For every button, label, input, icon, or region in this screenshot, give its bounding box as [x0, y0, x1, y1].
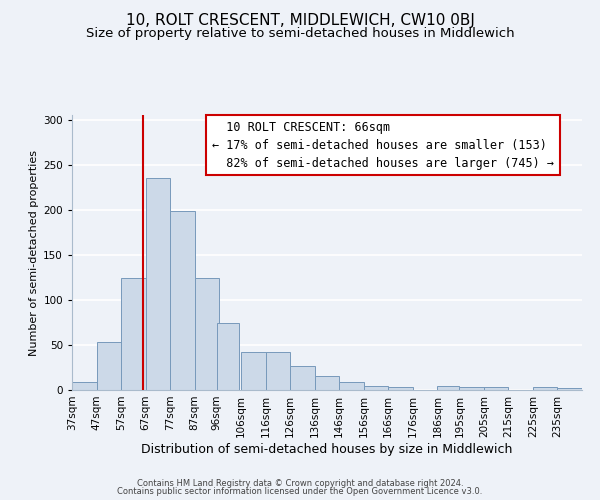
- Bar: [557, 388, 582, 390]
- Bar: [315, 376, 339, 390]
- Text: Contains public sector information licensed under the Open Government Licence v3: Contains public sector information licen…: [118, 487, 482, 496]
- Bar: [364, 386, 388, 390]
- Bar: [97, 342, 121, 390]
- Bar: [146, 178, 170, 390]
- Bar: [339, 382, 364, 390]
- Bar: [217, 324, 239, 390]
- Text: 10, ROLT CRESCENT, MIDDLEWICH, CW10 0BJ: 10, ROLT CRESCENT, MIDDLEWICH, CW10 0BJ: [125, 12, 475, 28]
- Bar: [194, 278, 219, 390]
- Text: Contains HM Land Registry data © Crown copyright and database right 2024.: Contains HM Land Registry data © Crown c…: [137, 478, 463, 488]
- Bar: [72, 382, 97, 390]
- Y-axis label: Number of semi-detached properties: Number of semi-detached properties: [29, 150, 39, 356]
- X-axis label: Distribution of semi-detached houses by size in Middlewich: Distribution of semi-detached houses by …: [142, 442, 512, 456]
- Text: Size of property relative to semi-detached houses in Middlewich: Size of property relative to semi-detach…: [86, 28, 514, 40]
- Bar: [290, 366, 315, 390]
- Bar: [266, 352, 290, 390]
- Bar: [460, 388, 484, 390]
- Bar: [533, 388, 557, 390]
- Bar: [437, 386, 460, 390]
- Bar: [121, 278, 146, 390]
- Text: 10 ROLT CRESCENT: 66sqm  
← 17% of semi-detached houses are smaller (153)
  82% : 10 ROLT CRESCENT: 66sqm ← 17% of semi-de…: [212, 120, 554, 170]
- Bar: [170, 210, 194, 390]
- Bar: [241, 352, 266, 390]
- Bar: [388, 388, 413, 390]
- Bar: [484, 388, 508, 390]
